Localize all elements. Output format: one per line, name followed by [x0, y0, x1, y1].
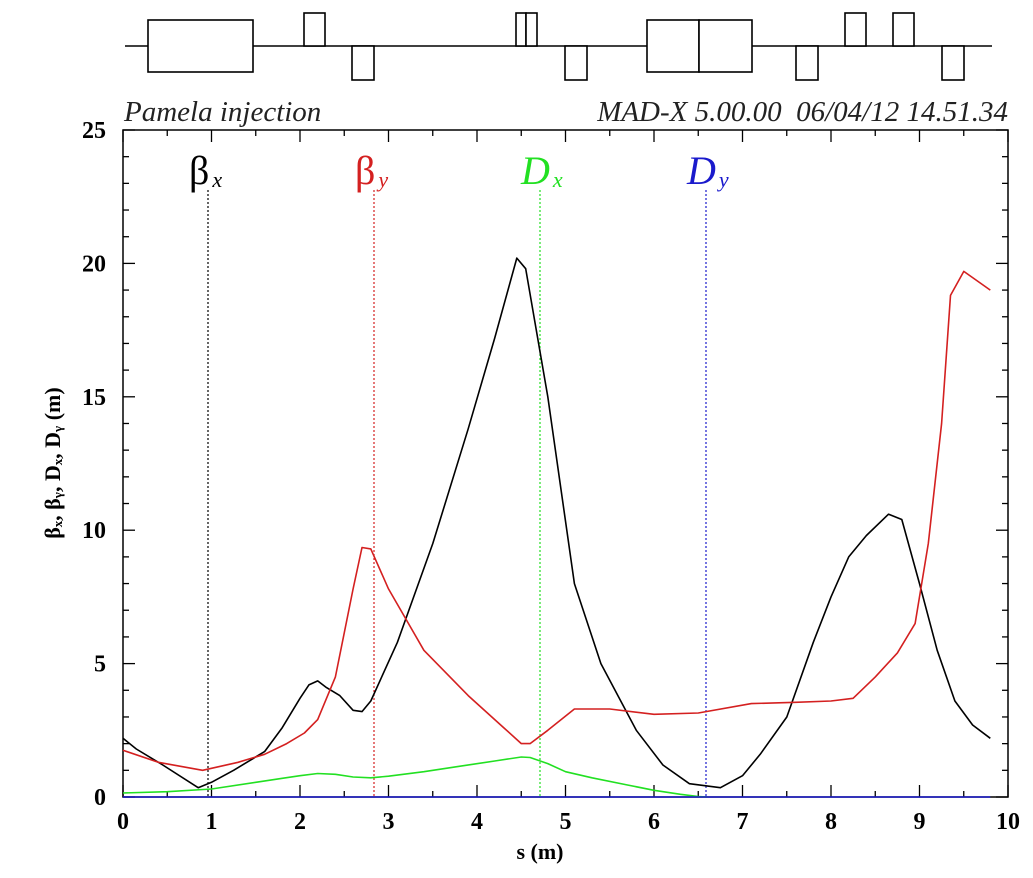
dipole-magnet — [698, 19, 753, 73]
header-right-title: MAD-X 5.00.00 06/04/12 14.51.34 — [596, 96, 1008, 128]
plot-frame — [122, 129, 1009, 798]
y-axis-title: βₓ, βᵧ, Dₓ, Dᵧ (m) — [40, 387, 65, 538]
x-tick-label: 5 — [560, 809, 572, 835]
x-tick-label: 7 — [737, 809, 749, 835]
quadrupole-defocusing — [941, 45, 965, 81]
y-tick-label: 20 — [82, 251, 106, 277]
quadrupole-focusing — [525, 12, 538, 47]
x-axis-title: s (m) — [516, 839, 563, 864]
x-tick-label: 2 — [294, 809, 306, 835]
axis-ticks — [122, 129, 1009, 798]
dipole-magnet — [646, 19, 700, 73]
x-tick-label: 0 — [117, 809, 129, 835]
quadrupole-focusing — [515, 12, 527, 47]
quadrupole-focusing — [303, 12, 326, 47]
x-tick-labels: 0 1 2 3 4 5 6 7 8 9 10 — [117, 809, 1020, 835]
x-tick-label: 4 — [471, 809, 483, 835]
quadrupole-defocusing — [564, 45, 588, 81]
y-tick-label: 5 — [94, 652, 106, 678]
y-tick-label: 10 — [82, 518, 106, 544]
quadrupole-defocusing — [795, 45, 819, 81]
quadrupole-defocusing — [351, 45, 375, 81]
dipole-magnet — [147, 19, 254, 73]
x-tick-label: 10 — [996, 809, 1020, 835]
header-left-title: Pamela injection — [123, 96, 321, 128]
quadrupole-focusing — [844, 12, 867, 47]
y-tick-label: 15 — [82, 385, 106, 411]
beta-y-line — [122, 270, 991, 772]
quadrupole-focusing — [892, 12, 915, 47]
x-tick-label: 6 — [648, 809, 660, 835]
beta-x-line — [122, 257, 991, 789]
series-lines — [122, 257, 991, 798]
lattice-schematic — [125, 12, 992, 81]
x-tick-label: 9 — [914, 809, 926, 835]
x-tick-label: 8 — [825, 809, 837, 835]
legend-guides — [207, 190, 707, 797]
y-tick-label: 25 — [82, 118, 106, 144]
dispersion-x-line — [122, 756, 708, 798]
y-tick-labels: 0 5 10 15 20 25 — [82, 118, 106, 811]
x-tick-label: 1 — [206, 809, 218, 835]
y-tick-label: 0 — [94, 785, 106, 811]
x-tick-label: 3 — [383, 809, 395, 835]
